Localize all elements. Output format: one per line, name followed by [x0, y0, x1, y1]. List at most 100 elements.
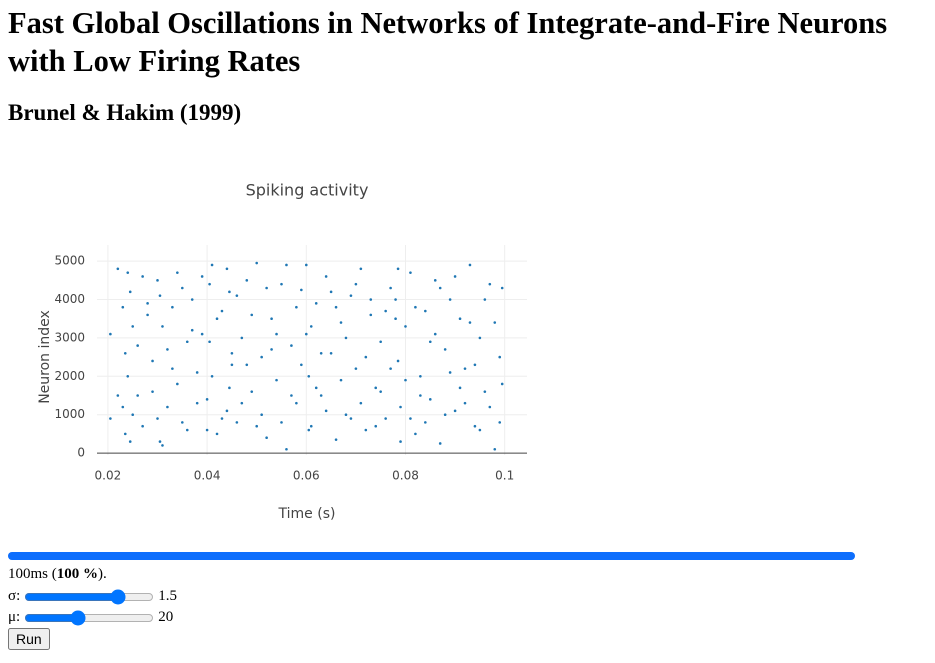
- spike: [230, 363, 234, 367]
- spike: [205, 398, 209, 401]
- spike: [334, 438, 338, 441]
- spike: [419, 394, 422, 397]
- page-subtitle: Brunel & Hakim (1999): [8, 100, 242, 125]
- spike: [379, 340, 382, 344]
- progress-bar: [8, 552, 855, 560]
- spike: [344, 336, 348, 340]
- mu-row: μ: 20: [8, 609, 173, 626]
- spike: [161, 325, 164, 328]
- chart: Spiking activity Time (s) Neuron index 0…: [37, 181, 527, 522]
- spike: [126, 271, 130, 274]
- spike: [300, 288, 303, 292]
- spike: [215, 432, 219, 436]
- spike: [463, 367, 467, 370]
- spike: [181, 286, 184, 290]
- spike: [190, 298, 194, 301]
- spike: [396, 267, 400, 271]
- spike: [414, 305, 417, 309]
- spike: [290, 344, 293, 347]
- spike: [235, 421, 239, 424]
- spike: [176, 382, 179, 386]
- spike: [116, 394, 120, 397]
- spike: [379, 390, 382, 393]
- spike: [344, 413, 348, 416]
- spike: [419, 374, 422, 378]
- spike: [280, 421, 283, 424]
- spike: [220, 309, 224, 313]
- spike: [156, 417, 159, 420]
- spike: [309, 325, 313, 328]
- spike: [384, 309, 387, 313]
- spike: [433, 279, 437, 282]
- spike: [205, 428, 209, 432]
- spike: [131, 325, 135, 328]
- spike: [329, 290, 333, 294]
- x-tick-label: 0.06: [293, 469, 320, 483]
- spike: [409, 271, 412, 274]
- y-tick-label: 1000: [54, 407, 85, 421]
- status-end: ).: [98, 566, 107, 582]
- spike: [314, 302, 318, 305]
- spike: [314, 386, 318, 390]
- spike: [146, 302, 149, 305]
- x-tick-label: 0.1: [495, 469, 514, 483]
- spike: [235, 294, 239, 297]
- sigma-slider[interactable]: [24, 588, 155, 605]
- spike: [453, 275, 457, 278]
- spike: [181, 421, 184, 424]
- spike: [307, 374, 311, 378]
- spike: [364, 355, 368, 359]
- spike: [399, 440, 402, 443]
- spike: [309, 424, 313, 428]
- spike: [245, 279, 249, 282]
- chart-title: Spiking activity: [246, 181, 369, 200]
- spike: [428, 398, 432, 401]
- spike: [275, 332, 278, 336]
- y-tick-label: 0: [77, 446, 85, 460]
- spike: [334, 305, 338, 309]
- spike: [483, 390, 487, 393]
- spike: [396, 359, 400, 363]
- spike: [158, 294, 162, 297]
- spike: [285, 263, 288, 267]
- spike: [171, 305, 174, 309]
- spike: [498, 421, 502, 424]
- spike: [374, 386, 378, 390]
- run-button[interactable]: Run: [8, 628, 50, 650]
- spike: [156, 279, 159, 282]
- spike: [109, 332, 112, 336]
- spike: [228, 290, 231, 294]
- x-tick-label: 0.08: [392, 469, 419, 483]
- spike: [151, 390, 154, 393]
- spike: [260, 413, 263, 416]
- spike: [290, 394, 293, 397]
- y-tick-label: 5000: [54, 254, 85, 268]
- spike: [240, 336, 244, 340]
- spike: [126, 374, 130, 378]
- spike: [265, 286, 268, 290]
- sigma-label: σ:: [8, 588, 21, 604]
- spike: [270, 348, 273, 351]
- spike: [399, 405, 402, 409]
- spike: [195, 401, 199, 405]
- mu-slider[interactable]: [24, 609, 155, 626]
- spike: [443, 413, 447, 416]
- spike: [171, 367, 174, 370]
- spike: [215, 317, 219, 321]
- status-time: 100ms (: [8, 566, 57, 582]
- spike: [498, 355, 502, 359]
- spike: [270, 317, 273, 321]
- spike: [404, 325, 407, 328]
- progress-track: [8, 552, 855, 560]
- spike: [116, 267, 120, 271]
- spike: [404, 378, 407, 382]
- spike: [275, 378, 278, 382]
- spike: [128, 440, 132, 443]
- spike: [121, 405, 125, 409]
- spike: [136, 394, 139, 397]
- status: 100ms (100 %).: [8, 566, 107, 583]
- spike: [458, 386, 462, 390]
- spike: [478, 428, 482, 432]
- spike: [478, 336, 482, 340]
- spike: [473, 363, 477, 367]
